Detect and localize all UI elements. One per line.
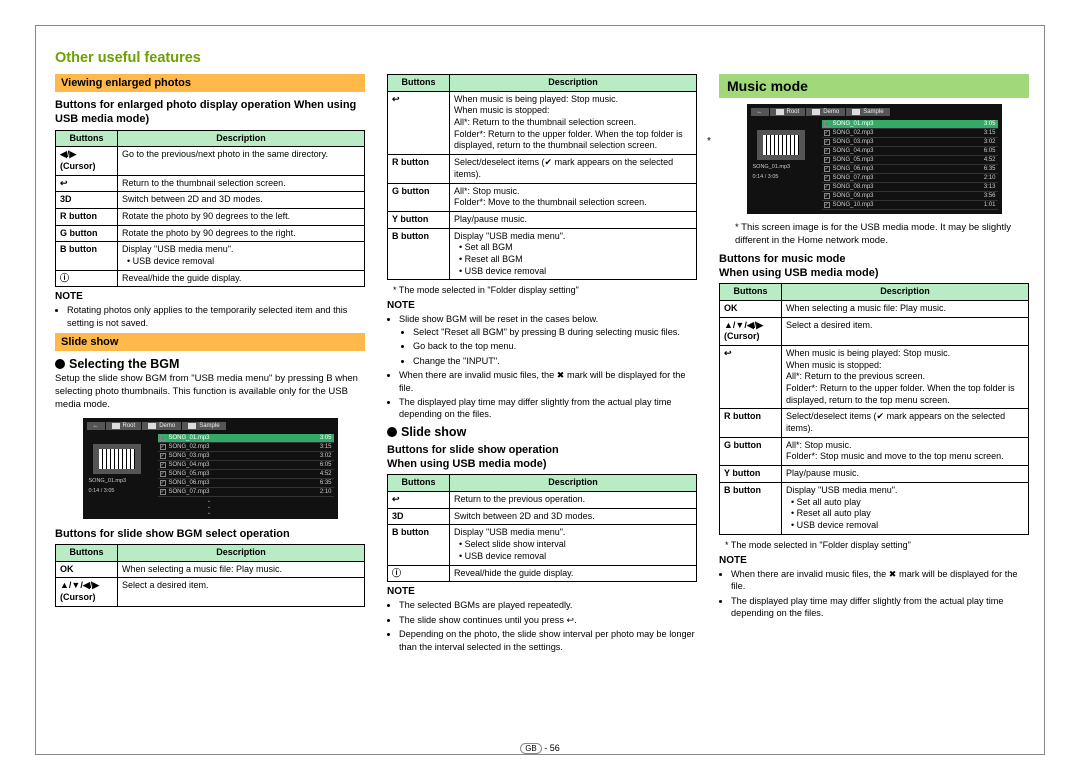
screenshot-bgm-list: ←RootDemoSampleSONG_01.mp30:14 / 3:05SON…	[83, 418, 338, 519]
note-label: NOTE	[387, 300, 697, 311]
table-slideshow-ops: ButtonsDescription↩Return to the previou…	[387, 474, 697, 582]
column-3: Music mode * ←RootDemoSampleSONG_01.mp30…	[719, 74, 1029, 657]
list-item: The displayed play time may differ sligh…	[731, 595, 1029, 620]
note-label: NOTE	[55, 291, 365, 302]
list-item: Slide show BGM will be reset in the case…	[399, 313, 697, 367]
list-item: When there are invalid music files, the …	[731, 568, 1029, 593]
page-num: 56	[550, 743, 560, 753]
subheading: Buttons for slide show operationWhen usi…	[387, 443, 697, 472]
note-label: NOTE	[387, 586, 697, 597]
section-enlarged-photos: Viewing enlarged photos	[55, 74, 365, 92]
list-item: The selected BGMs are played repeatedly.	[399, 599, 697, 611]
list-item: Rotating photos only applies to the temp…	[67, 304, 365, 329]
list-item: When there are invalid music files, the …	[399, 369, 697, 394]
screenshot-music-list: ←RootDemoSampleSONG_01.mp30:14 / 3:05SON…	[747, 104, 1002, 214]
list-item: The slide show continues until you press…	[399, 614, 697, 626]
list-item: Depending on the photo, the slide show i…	[399, 628, 697, 653]
column-2: ButtonsDescription↩When music is being p…	[387, 74, 697, 657]
star-indicator: *	[707, 136, 711, 147]
subheading: Buttons for slide show BGM select operat…	[55, 527, 365, 541]
paragraph: Setup the slide show BGM from "USB media…	[55, 373, 365, 411]
page-number: GB - 56	[0, 743, 1080, 753]
table-bgm-select: ButtonsDescriptionOKWhen selecting a mus…	[55, 544, 365, 607]
list-item: The displayed play time may differ sligh…	[399, 396, 697, 421]
section-slideshow: Slide show	[55, 333, 365, 351]
heading-bgm: Selecting the BGM	[55, 357, 365, 371]
section-music-mode: Music mode	[719, 74, 1029, 98]
table-enlarged-photo: ButtonsDescription◀/▶(Cursor)Go to the p…	[55, 130, 365, 288]
page-lang: GB	[520, 743, 542, 754]
column-1: Viewing enlarged photos Buttons for enla…	[55, 74, 365, 657]
subheading: Buttons for enlarged photo display opera…	[55, 98, 365, 127]
footnote: * The mode selected in "Folder display s…	[393, 284, 697, 296]
footnote: * The mode selected in "Folder display s…	[725, 539, 1029, 551]
page-title: Other useful features	[55, 50, 1030, 66]
note-label: NOTE	[719, 555, 1029, 566]
table-music-mode: ButtonsDescriptionOKWhen selecting a mus…	[719, 283, 1029, 534]
table-bgm-ops: ButtonsDescription↩When music is being p…	[387, 74, 697, 280]
subheading: Buttons for music modeWhen using USB med…	[719, 252, 1029, 281]
screenshot-footnote: * This screen image is for the USB media…	[735, 222, 1029, 248]
heading-slideshow: Slide show	[387, 425, 697, 439]
